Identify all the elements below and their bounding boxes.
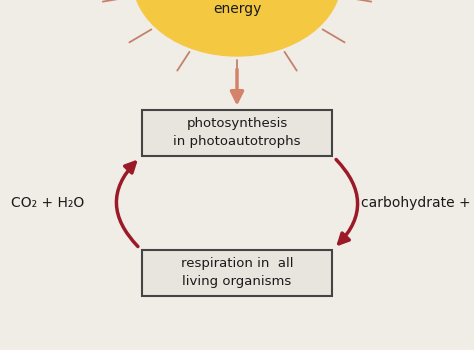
Text: carbohydrate + O₂: carbohydrate + O₂ xyxy=(361,196,474,210)
Text: sunlight
energy: sunlight energy xyxy=(209,0,265,16)
Text: respiration in  all
living organisms: respiration in all living organisms xyxy=(181,258,293,288)
FancyBboxPatch shape xyxy=(142,250,332,296)
Text: CO₂ + H₂O: CO₂ + H₂O xyxy=(11,196,84,210)
FancyBboxPatch shape xyxy=(142,110,332,156)
Text: photosynthesis
in photoautotrophs: photosynthesis in photoautotrophs xyxy=(173,118,301,148)
Circle shape xyxy=(133,0,341,56)
